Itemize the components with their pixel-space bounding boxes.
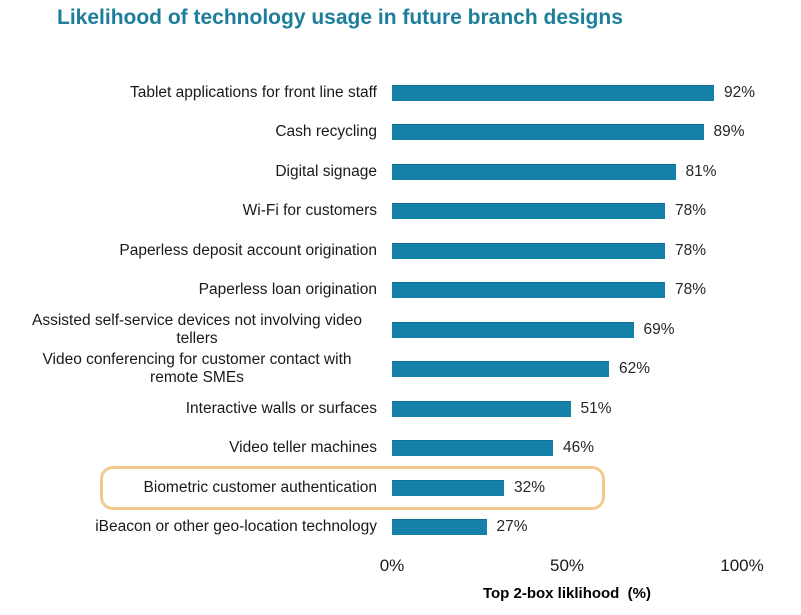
bar-row: Paperless loan origination 78% <box>0 271 801 311</box>
category-label: Cash recycling <box>275 123 377 141</box>
category-label-cell: Cash recycling <box>0 123 392 141</box>
value-label: 27% <box>496 518 528 536</box>
bar-row: Digital signage 81% <box>0 152 801 192</box>
value-label: 51% <box>580 399 612 417</box>
bar <box>392 479 504 496</box>
bar-row: Wi-Fi for customers 78% <box>0 192 801 232</box>
category-label-cell: Digital signage <box>0 163 392 181</box>
bar-row: Assisted self-service devices not involv… <box>0 310 801 350</box>
bar-zone: 81% <box>392 152 801 192</box>
bar <box>392 321 634 338</box>
value-label: 69% <box>643 320 675 338</box>
bar <box>392 203 665 220</box>
category-label-cell: Video conferencing for customer contact … <box>0 351 392 387</box>
category-label-cell: Wi-Fi for customers <box>0 202 392 220</box>
bar <box>392 242 665 259</box>
bar-rows: Tablet applications for front line staff… <box>0 73 801 547</box>
category-label: Wi-Fi for customers <box>242 202 377 220</box>
bar-zone: 89% <box>392 113 801 153</box>
bar-row: Interactive walls or surfaces 51% <box>0 389 801 429</box>
bar <box>392 519 487 536</box>
bar-zone: 92% <box>392 73 801 113</box>
bar-row: Biometric customer authentication 32% <box>0 465 801 510</box>
category-label: Video teller machines <box>229 439 377 457</box>
bar-zone: 78% <box>392 271 801 311</box>
bar-row: Cash recycling 89% <box>0 113 801 153</box>
bar <box>392 400 571 417</box>
bar-zone: 69% <box>392 310 801 350</box>
category-label: Paperless loan origination <box>198 281 377 299</box>
category-label: Tablet applications for front line staff <box>130 83 377 101</box>
value-label: 46% <box>563 439 595 457</box>
category-label: Interactive walls or surfaces <box>185 399 377 417</box>
bar-row: Paperless deposit account origination 78% <box>0 231 801 271</box>
bar <box>392 282 665 299</box>
category-label: Assisted self-service devices not involv… <box>32 311 362 347</box>
value-label: 78% <box>675 241 707 259</box>
bar-row: Video teller machines 46% <box>0 429 801 469</box>
category-label: Biometric customer authentication <box>143 478 377 496</box>
bar-zone: 62% <box>392 350 801 390</box>
category-label: Digital signage <box>275 162 377 180</box>
category-label: Video conferencing for customer contact … <box>42 351 352 387</box>
x-tick-label: 50% <box>549 556 585 575</box>
bar <box>392 84 714 101</box>
bar <box>392 440 553 457</box>
x-tick-label: 0% <box>379 556 405 575</box>
bar-row: Video conferencing for customer contact … <box>0 350 801 390</box>
category-label-cell: Paperless deposit account origination <box>0 242 392 260</box>
category-label-cell: iBeacon or other geo-location technology <box>0 518 392 536</box>
x-tick-label: 100% <box>720 556 764 575</box>
bar-zone: 27% <box>392 508 801 548</box>
category-label-cell: Paperless loan origination <box>0 281 392 299</box>
value-label: 32% <box>514 478 546 496</box>
bar-zone: 46% <box>392 429 801 469</box>
bar-row: Tablet applications for front line staff… <box>0 73 801 113</box>
category-label-cell: Assisted self-service devices not involv… <box>0 312 392 348</box>
x-axis: 0% 50% 100% <box>0 556 801 578</box>
bar <box>392 163 676 180</box>
category-label-cell: Interactive walls or surfaces <box>0 400 392 418</box>
value-label: 81% <box>685 162 717 180</box>
value-label: 89% <box>713 123 745 141</box>
bar <box>392 124 704 141</box>
value-label: 78% <box>675 202 707 220</box>
bar-zone: 51% <box>392 389 801 429</box>
bar-zone: 78% <box>392 192 801 232</box>
value-label: 78% <box>675 281 707 299</box>
bar <box>392 361 609 378</box>
bar-row: iBeacon or other geo-location technology… <box>0 508 801 548</box>
x-axis-title: Top 2-box liklihood (%) <box>482 585 652 602</box>
value-label: 92% <box>724 83 756 101</box>
bar-zone: 78% <box>392 231 801 271</box>
category-label-cell: Video teller machines <box>0 439 392 457</box>
bar-zone: 32% <box>392 468 801 508</box>
value-label: 62% <box>619 360 651 378</box>
category-label-cell: Biometric customer authentication <box>0 479 392 497</box>
chart-title: Likelihood of technology usage in future… <box>57 6 623 29</box>
category-label-cell: Tablet applications for front line staff <box>0 84 392 102</box>
category-label: Paperless deposit account origination <box>119 241 377 259</box>
category-label: iBeacon or other geo-location technology <box>95 518 377 536</box>
